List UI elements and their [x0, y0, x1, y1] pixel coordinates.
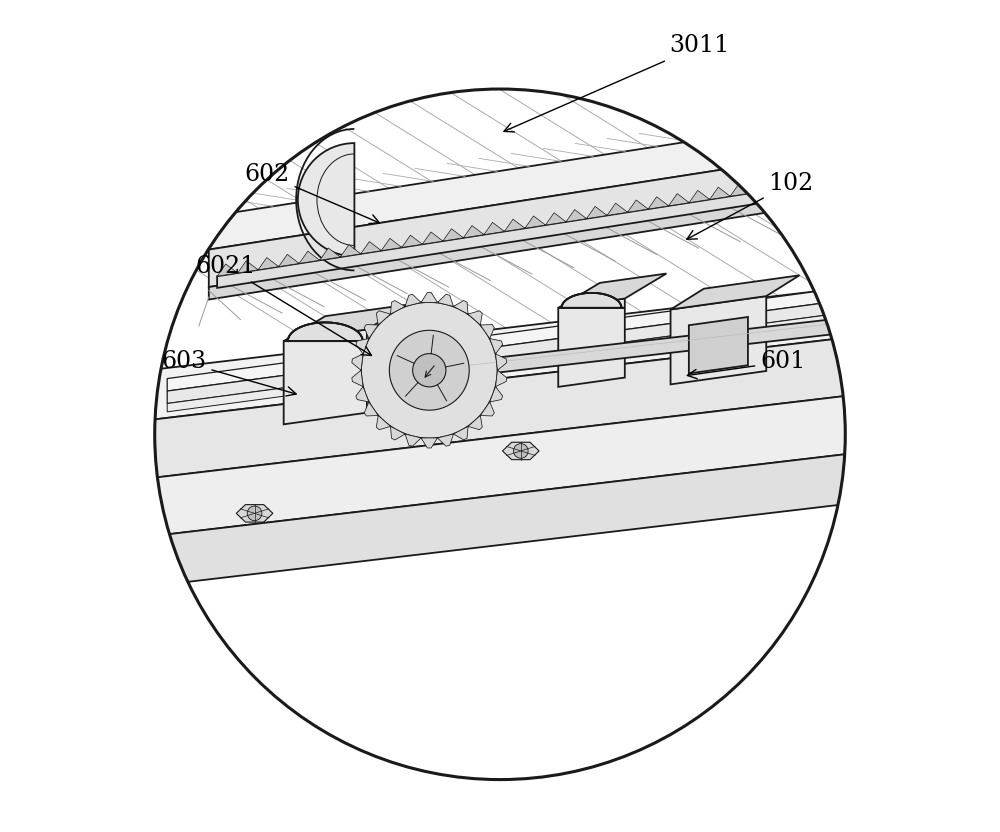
Text: 6021: 6021: [195, 255, 372, 355]
Text: 602: 602: [244, 163, 380, 224]
Polygon shape: [299, 251, 320, 264]
Polygon shape: [284, 329, 367, 424]
Polygon shape: [490, 339, 503, 354]
Polygon shape: [42, 324, 958, 491]
Polygon shape: [42, 383, 958, 549]
Wedge shape: [298, 143, 354, 256]
Polygon shape: [421, 438, 438, 448]
Polygon shape: [490, 387, 503, 402]
Text: 603: 603: [161, 350, 296, 396]
Circle shape: [513, 443, 528, 458]
Polygon shape: [364, 402, 378, 416]
Polygon shape: [352, 354, 363, 370]
Polygon shape: [468, 311, 482, 325]
Polygon shape: [496, 354, 507, 370]
Polygon shape: [607, 203, 628, 215]
Polygon shape: [209, 150, 849, 287]
Polygon shape: [422, 232, 443, 245]
Polygon shape: [356, 339, 369, 354]
Polygon shape: [437, 319, 842, 379]
Polygon shape: [217, 181, 833, 288]
Polygon shape: [710, 187, 730, 200]
Polygon shape: [405, 295, 421, 306]
Polygon shape: [812, 171, 833, 184]
Polygon shape: [391, 426, 405, 440]
Polygon shape: [525, 216, 545, 228]
Polygon shape: [558, 299, 625, 387]
Polygon shape: [209, 116, 849, 250]
Polygon shape: [167, 287, 849, 391]
Polygon shape: [236, 505, 273, 522]
Polygon shape: [438, 295, 453, 306]
Circle shape: [247, 506, 262, 521]
Polygon shape: [480, 402, 494, 416]
Polygon shape: [356, 387, 369, 402]
Polygon shape: [361, 241, 381, 254]
Polygon shape: [730, 184, 751, 196]
Polygon shape: [238, 260, 258, 273]
Polygon shape: [671, 296, 766, 384]
Polygon shape: [453, 300, 468, 314]
Polygon shape: [443, 229, 463, 241]
Polygon shape: [376, 311, 391, 325]
Text: 601: 601: [687, 350, 806, 379]
Circle shape: [361, 302, 498, 438]
Polygon shape: [42, 441, 958, 599]
Polygon shape: [566, 210, 587, 222]
Polygon shape: [381, 238, 402, 250]
Polygon shape: [671, 275, 800, 310]
Polygon shape: [405, 434, 421, 446]
Polygon shape: [751, 181, 771, 193]
Polygon shape: [648, 197, 669, 209]
Polygon shape: [496, 370, 507, 387]
Polygon shape: [463, 225, 484, 238]
Polygon shape: [453, 426, 468, 440]
Polygon shape: [167, 312, 849, 412]
Polygon shape: [421, 293, 438, 303]
Polygon shape: [587, 206, 607, 219]
Polygon shape: [320, 248, 340, 260]
Polygon shape: [689, 317, 748, 374]
Polygon shape: [502, 443, 539, 459]
Polygon shape: [209, 187, 849, 300]
Text: 102: 102: [687, 171, 814, 240]
Polygon shape: [279, 255, 299, 266]
Polygon shape: [628, 200, 648, 212]
Polygon shape: [669, 194, 689, 206]
Polygon shape: [484, 222, 504, 235]
Polygon shape: [402, 235, 422, 247]
Polygon shape: [284, 305, 408, 341]
Polygon shape: [217, 264, 238, 276]
Polygon shape: [438, 434, 453, 446]
Polygon shape: [340, 245, 361, 257]
Polygon shape: [391, 300, 405, 314]
Polygon shape: [352, 370, 363, 387]
Text: 3011: 3011: [504, 34, 730, 132]
Polygon shape: [42, 275, 958, 433]
Polygon shape: [504, 219, 525, 231]
Polygon shape: [480, 324, 494, 339]
Polygon shape: [364, 324, 378, 339]
Circle shape: [389, 330, 469, 410]
Circle shape: [413, 354, 446, 387]
Polygon shape: [771, 177, 792, 190]
Polygon shape: [545, 213, 566, 225]
Polygon shape: [689, 191, 710, 203]
Polygon shape: [167, 300, 849, 404]
Polygon shape: [558, 293, 625, 308]
Circle shape: [155, 89, 845, 780]
Polygon shape: [376, 415, 391, 429]
Polygon shape: [258, 258, 279, 270]
Polygon shape: [792, 175, 812, 186]
Polygon shape: [284, 323, 367, 341]
Polygon shape: [468, 415, 482, 429]
Polygon shape: [558, 274, 666, 308]
